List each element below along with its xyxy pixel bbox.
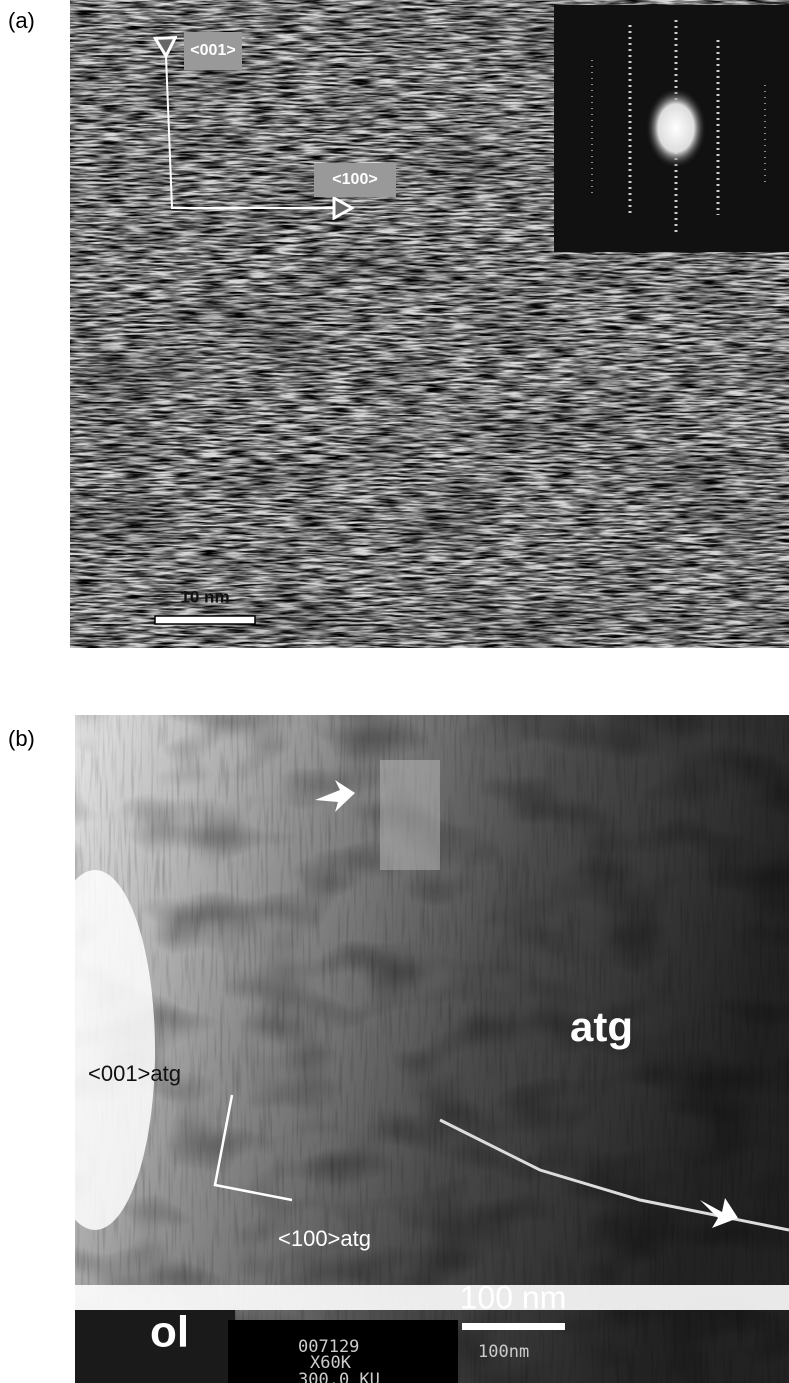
scale-bar-label: 10 nm: [180, 587, 229, 606]
panel-label: (b): [8, 726, 35, 751]
diffraction-inset: [554, 5, 789, 252]
scale-bar: [155, 616, 255, 624]
phase-label: ol: [150, 1308, 189, 1357]
phase-label: atg: [570, 1003, 633, 1050]
figure: (a) <001> <100> 10 nm (b): [0, 0, 789, 1383]
scale-bar: [462, 1323, 565, 1330]
axis-label: <100>: [332, 171, 377, 188]
scale-bar-label: 100 nm: [460, 1279, 567, 1315]
panel-label: (a): [8, 8, 35, 33]
axis-label: <001>: [190, 42, 235, 59]
tem-image: [35, 715, 789, 1383]
axis-label: <100>atg: [278, 1226, 371, 1251]
axis-label: <001>atg: [88, 1061, 181, 1086]
instrument-text: 300.0 KU: [298, 1370, 380, 1383]
instrument-scale: 100nm: [478, 1342, 529, 1362]
